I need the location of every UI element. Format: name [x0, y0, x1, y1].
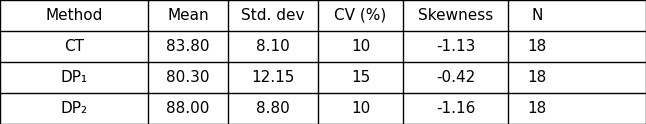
Text: 18: 18 [527, 70, 547, 85]
Text: DP₁: DP₁ [61, 70, 88, 85]
Text: CT: CT [64, 39, 84, 54]
Text: DP₂: DP₂ [61, 101, 88, 116]
Text: 8.10: 8.10 [256, 39, 290, 54]
Text: 80.30: 80.30 [166, 70, 210, 85]
Text: 18: 18 [527, 101, 547, 116]
Text: 12.15: 12.15 [251, 70, 295, 85]
Text: Std. dev: Std. dev [241, 8, 305, 23]
Text: 18: 18 [527, 39, 547, 54]
Text: 10: 10 [351, 39, 370, 54]
Text: 15: 15 [351, 70, 370, 85]
Text: Method: Method [45, 8, 103, 23]
Text: 83.80: 83.80 [166, 39, 210, 54]
Text: -0.42: -0.42 [436, 70, 475, 85]
Text: N: N [531, 8, 543, 23]
Text: CV (%): CV (%) [335, 8, 386, 23]
Text: Skewness: Skewness [418, 8, 493, 23]
Text: -1.13: -1.13 [436, 39, 475, 54]
Text: Mean: Mean [167, 8, 209, 23]
Text: 10: 10 [351, 101, 370, 116]
Text: 88.00: 88.00 [166, 101, 210, 116]
Text: -1.16: -1.16 [436, 101, 475, 116]
Text: 8.80: 8.80 [256, 101, 290, 116]
